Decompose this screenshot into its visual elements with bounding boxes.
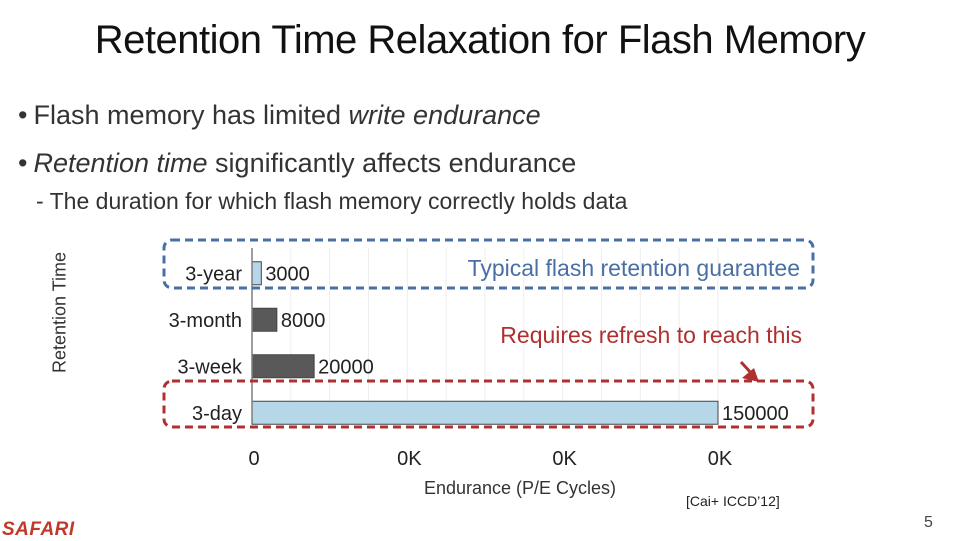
chart-x-axis-label: Endurance (P/E Cycles) bbox=[424, 478, 616, 498]
chart-value-labels: 3000 8000 20000 150000 bbox=[265, 263, 788, 425]
chart-x-tick-labels: 0 0K 0K 0K bbox=[248, 448, 732, 470]
category-label: 3-week bbox=[178, 356, 243, 378]
bullet-write-endurance: • Flash memory has limited write enduranc… bbox=[18, 100, 541, 131]
value-label: 3000 bbox=[265, 263, 310, 285]
category-label: 3-month bbox=[169, 310, 242, 332]
bar-3-month bbox=[251, 307, 278, 332]
bullet-text: Flash memory has limited bbox=[33, 100, 349, 130]
category-label: 3-day bbox=[192, 403, 242, 425]
bullet-dot: • bbox=[18, 148, 28, 178]
bullet-emphasis: Retention time bbox=[33, 148, 208, 178]
bar-3-day bbox=[251, 400, 719, 425]
page-number: 5 bbox=[924, 514, 933, 531]
sub-bullet: - The duration for which flash memory co… bbox=[36, 188, 628, 214]
refresh-required-box bbox=[162, 379, 815, 429]
chart-category-labels: 3-year 3-month 3-week 3-day bbox=[169, 263, 243, 425]
retention-guarantee-note: Typical flash retention guarantee bbox=[468, 255, 800, 281]
bullet-retention-time: • Retention time significantly affects en… bbox=[18, 148, 576, 179]
value-label: 8000 bbox=[281, 310, 326, 332]
x-tick-label: 0 bbox=[248, 448, 259, 470]
x-tick-label: 0K bbox=[552, 448, 577, 470]
value-label: 150000 bbox=[722, 403, 789, 425]
x-tick-label: 0K bbox=[397, 448, 422, 470]
category-label: 3-year bbox=[185, 263, 242, 285]
bar-3-year bbox=[251, 261, 262, 286]
arrowhead-icon bbox=[742, 368, 759, 382]
value-label: 20000 bbox=[318, 356, 374, 378]
retention-guarantee-box bbox=[162, 238, 815, 290]
chart-bars bbox=[251, 261, 719, 425]
x-tick-label: 0K bbox=[708, 448, 733, 470]
slide-title: Retention Time Relaxation for Flash Memo… bbox=[94, 18, 866, 62]
bullet-emphasis: write endurance bbox=[348, 100, 541, 130]
bar-3-week bbox=[251, 354, 315, 379]
bullet-text-post: significantly affects endurance bbox=[207, 148, 577, 178]
chart-grid bbox=[290, 248, 719, 418]
citation: [Cai+ ICCD’12] bbox=[686, 493, 780, 509]
refresh-required-note: Requires refresh to reach this bbox=[500, 322, 802, 348]
safari-logo: SAFARI bbox=[2, 519, 75, 540]
bullet-dot: • bbox=[18, 100, 28, 130]
